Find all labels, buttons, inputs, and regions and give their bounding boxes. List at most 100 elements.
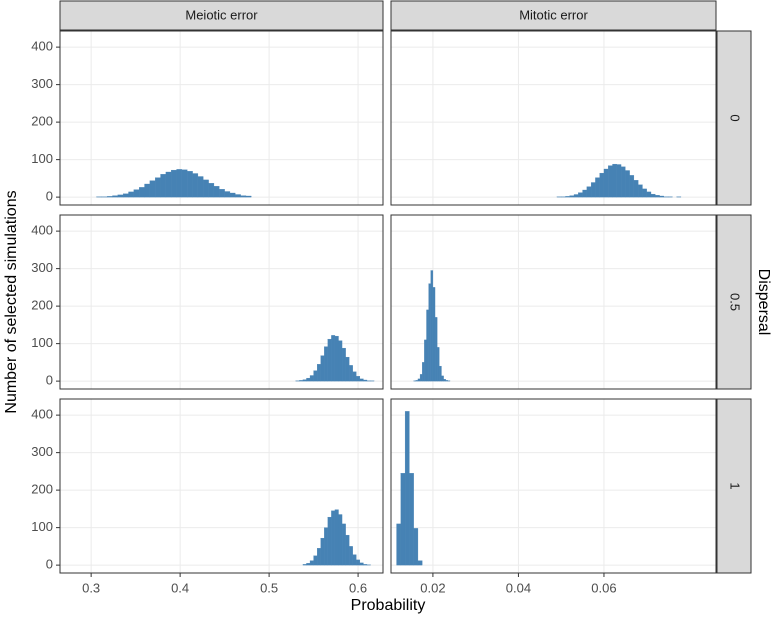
histogram-bar xyxy=(144,183,151,198)
histogram-bar xyxy=(309,560,314,566)
histogram-bar xyxy=(320,537,325,566)
histogram-bar xyxy=(569,195,575,198)
histogram-bar xyxy=(229,192,236,198)
histogram-bar xyxy=(165,171,172,198)
histogram-bar xyxy=(646,191,652,198)
panel-border xyxy=(390,398,717,574)
histogram-bar xyxy=(302,564,307,566)
x-axis-title: Probability xyxy=(351,597,426,614)
histogram-bar xyxy=(417,378,421,382)
histogram-bar xyxy=(363,379,368,382)
facet-strip xyxy=(716,30,752,206)
histogram-bar xyxy=(434,317,438,382)
histogram-bar xyxy=(313,555,318,566)
histogram-bar xyxy=(338,340,343,382)
histogram-bar xyxy=(430,270,434,382)
histogram-bar xyxy=(578,192,583,198)
histogram-bar xyxy=(317,548,321,566)
histogram-bar xyxy=(439,365,442,382)
panel-border xyxy=(390,214,717,390)
histogram-bar xyxy=(419,374,423,382)
panel-background xyxy=(391,399,716,573)
histogram-bar xyxy=(612,163,617,198)
histogram-bar xyxy=(352,554,357,566)
histogram-bar xyxy=(349,546,353,566)
y-tick-label: 300 xyxy=(31,260,53,275)
histogram-bar xyxy=(599,172,605,198)
histogram-bar xyxy=(306,563,311,566)
histogram-bar xyxy=(432,287,436,382)
histogram-bar xyxy=(573,194,579,198)
x-tick-label: 0.5 xyxy=(260,580,278,595)
y-tick-label: 300 xyxy=(31,76,53,91)
histogram-bar xyxy=(309,375,314,382)
histogram-bar xyxy=(187,171,193,198)
histogram-bar xyxy=(160,174,167,198)
y-tick-label: 100 xyxy=(31,335,53,350)
y-tick-label: 0 xyxy=(46,373,53,388)
histogram-bar xyxy=(192,173,199,198)
histogram-bar xyxy=(616,164,622,198)
facet-strip xyxy=(716,214,752,390)
facet-row-title: Dispersal xyxy=(755,269,772,336)
y-tick-label: 300 xyxy=(31,444,53,459)
panel-border xyxy=(59,214,384,390)
histogram-bar xyxy=(331,335,336,382)
histogram-bar xyxy=(331,510,336,566)
histogram-bar xyxy=(650,193,656,198)
histogram-bar xyxy=(149,180,156,198)
y-tick-label: 200 xyxy=(31,114,53,129)
histogram-bar xyxy=(327,516,332,566)
panel-border xyxy=(390,30,717,206)
histogram-bar xyxy=(638,184,643,198)
histogram-bar xyxy=(356,376,361,382)
histogram-bar xyxy=(133,189,140,198)
histogram-bar xyxy=(139,187,145,198)
histogram-bar xyxy=(445,380,449,382)
histogram-bar xyxy=(608,165,613,198)
histogram-bar xyxy=(299,380,304,382)
x-tick-label: 0.04 xyxy=(506,580,531,595)
panel-border xyxy=(59,398,384,574)
histogram-bar xyxy=(341,347,346,382)
histogram-bar xyxy=(595,177,600,198)
y-tick-label: 100 xyxy=(31,151,53,166)
histogram-bar xyxy=(625,170,630,198)
facet-strip xyxy=(716,398,752,574)
histogram-bar xyxy=(313,370,318,382)
facet-strip xyxy=(390,0,717,31)
histogram-bar xyxy=(240,195,247,198)
y-tick-label: 100 xyxy=(31,519,53,534)
histogram-bar xyxy=(176,169,183,198)
facet-strip-label: Mitotic error xyxy=(519,7,588,22)
histogram-bar xyxy=(428,283,431,382)
facet-strip xyxy=(59,0,384,31)
histogram-bar xyxy=(437,347,440,382)
histogram-bar xyxy=(356,559,361,566)
y-axis-title: Number of selected simulations xyxy=(3,190,20,413)
y-tick-label: 200 xyxy=(31,482,53,497)
x-tick-label: 0.4 xyxy=(171,580,189,595)
histogram-bar xyxy=(117,194,124,198)
panel-background xyxy=(60,31,383,205)
facet-strip-label: 0.5 xyxy=(728,293,743,311)
histogram-bar xyxy=(659,195,664,198)
histogram-bar xyxy=(426,309,429,382)
facet-strip-label: 0 xyxy=(728,114,743,121)
histogram-bar xyxy=(324,346,328,382)
histogram-bar xyxy=(413,528,419,566)
histogram-bar xyxy=(349,365,353,382)
histogram-bar xyxy=(219,189,225,198)
histogram-bar xyxy=(443,379,446,382)
panel-border xyxy=(59,30,384,206)
x-tick-label: 0.06 xyxy=(591,580,616,595)
panel-background xyxy=(391,215,716,389)
y-tick-label: 200 xyxy=(31,298,53,313)
x-tick-label: 0.6 xyxy=(349,580,367,595)
histogram-bar xyxy=(565,196,570,198)
histogram-bar xyxy=(409,473,414,566)
histogram-bar xyxy=(123,193,129,198)
histogram-bar xyxy=(224,191,231,198)
